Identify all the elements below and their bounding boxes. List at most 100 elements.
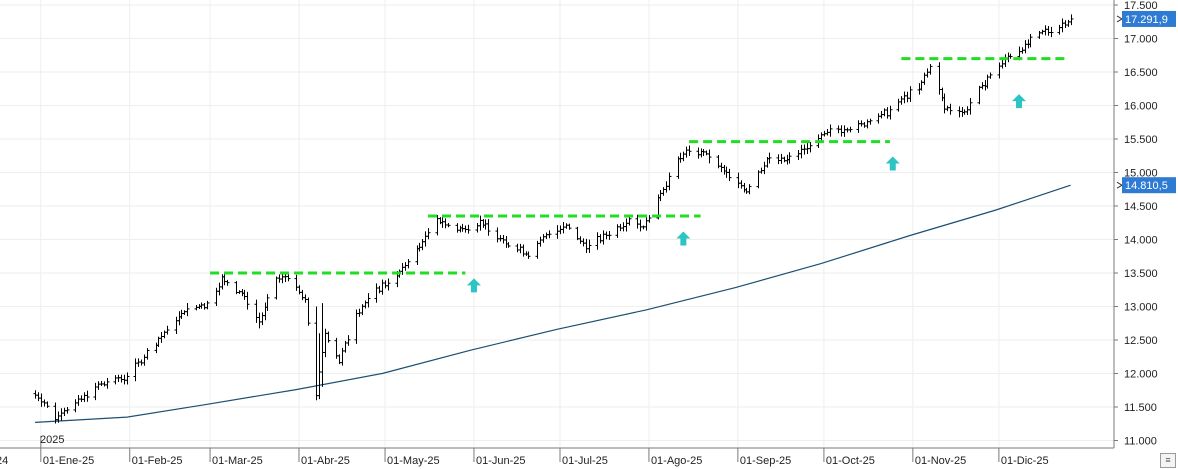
price-bar [601, 230, 606, 245]
price-bar [865, 119, 870, 129]
price-bar [62, 407, 67, 417]
price-bar [481, 219, 486, 228]
price-bar [179, 309, 184, 319]
price-bar [122, 374, 127, 385]
price-bar [1049, 26, 1054, 38]
price-bar [1066, 19, 1071, 27]
price-bar [862, 122, 867, 128]
price-bar [182, 310, 187, 315]
y-tick-label: 16.500 [1124, 67, 1158, 79]
price-bar [162, 330, 167, 339]
price-bar [386, 278, 391, 291]
price-bar [406, 258, 411, 269]
breakout-arrow-icon [1011, 94, 1026, 109]
price-bar [185, 303, 190, 317]
price-bar [925, 68, 930, 78]
price-bar [564, 223, 569, 229]
price-bar [567, 223, 572, 230]
price-bar [676, 156, 681, 179]
price-bar [960, 107, 965, 117]
price-bar [1008, 53, 1013, 59]
price-bar [876, 113, 881, 124]
price-bar [699, 148, 704, 158]
price-bar [1003, 54, 1008, 67]
price-bar [297, 285, 302, 295]
price-bar [942, 93, 947, 114]
x-tick-label: 01-Nov-25 [915, 455, 966, 467]
price-bar [624, 218, 629, 232]
price-tag-label: 14.810,5 [1125, 180, 1168, 192]
price-bar [240, 288, 245, 297]
price-bar [300, 289, 305, 301]
price-bar [486, 219, 491, 236]
price-bar [796, 149, 801, 161]
price-bar [466, 224, 471, 234]
price-bar [303, 294, 308, 303]
y-tick-label: 13.000 [1124, 302, 1158, 314]
price-bar [518, 243, 523, 254]
price-bar [919, 80, 924, 91]
y-tick-label: 13.500 [1124, 268, 1158, 280]
price-bar [142, 354, 147, 366]
price-bar [856, 120, 861, 133]
price-bar [214, 287, 219, 307]
price-bar [426, 228, 431, 240]
price-bar [515, 243, 520, 253]
price-bar [165, 325, 170, 335]
price-bar [997, 62, 1002, 79]
price-bar [76, 395, 81, 406]
price-bar [403, 262, 408, 271]
moving-average-line [35, 184, 1071, 423]
price-bar [113, 375, 118, 385]
y-tick-label: 15.000 [1124, 168, 1158, 180]
price-bar [136, 358, 141, 367]
price-bar [475, 223, 480, 233]
price-bar [1046, 26, 1051, 36]
price-bar [96, 381, 101, 390]
price-bar [544, 232, 549, 240]
grid [0, 0, 1114, 448]
price-tag-box [1122, 177, 1176, 194]
x-tick-label: 01-Oct-25 [826, 455, 875, 467]
price-bar [555, 225, 560, 239]
price-tag: 14.810,5 [1116, 177, 1176, 194]
price-tag: 17.291,9 [1116, 10, 1176, 27]
price-bar [727, 168, 732, 182]
price-bar [440, 216, 445, 228]
price-bar [736, 172, 741, 189]
price-bar [380, 279, 385, 295]
price-bar [561, 222, 566, 234]
price-bar [782, 156, 787, 163]
price-bar [366, 293, 371, 308]
price-bar [902, 91, 907, 104]
price-bar [584, 238, 589, 253]
price-bar [79, 395, 84, 402]
price-bar [263, 302, 268, 321]
price-bar [306, 297, 311, 326]
price-bar [420, 238, 425, 251]
y-axis: 11.000 11.500 12.000 12.500 13.000 13.500 14.0… [1114, 0, 1158, 448]
price-bar [779, 153, 784, 164]
price-bar [446, 223, 451, 228]
price-bar [455, 223, 460, 233]
price-bar [33, 390, 38, 399]
price-bar [687, 145, 692, 156]
price-bar [174, 316, 179, 334]
x-axis: 01-Ene-25 01-Feb-25 01-Mar-25 01-Abr-25 01-M… [40, 436, 1049, 467]
price-bar [478, 215, 483, 231]
price-bar [177, 311, 182, 326]
price-bar [808, 141, 813, 153]
price-bar [145, 348, 150, 360]
price-bars-layer [33, 14, 1074, 424]
price-bar [39, 393, 44, 407]
price-bar [928, 63, 933, 75]
price-bar [73, 399, 78, 413]
price-bar [684, 146, 689, 158]
breakout-arrow-icon [466, 278, 481, 293]
price-bar [968, 97, 973, 115]
scroll-right-button[interactable]: ≡ [1160, 453, 1176, 468]
price-bar [922, 72, 927, 85]
price-bar [948, 103, 953, 115]
price-bar [587, 239, 592, 253]
